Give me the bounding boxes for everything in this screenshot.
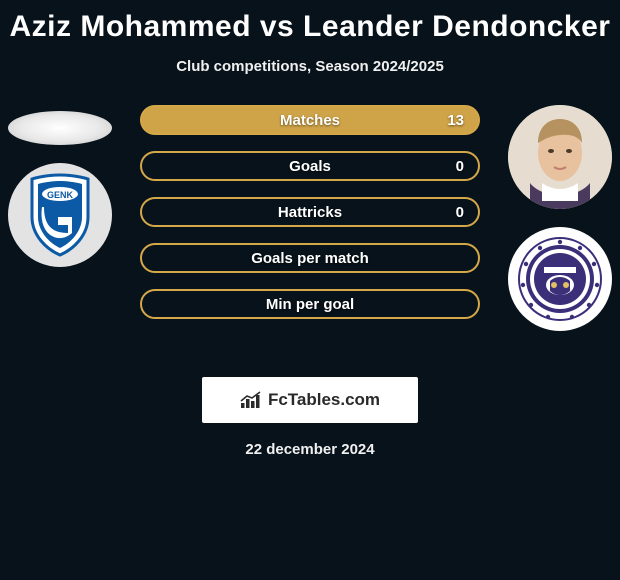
stat-label: Min per goal <box>266 296 354 313</box>
stat-bar: Goals per match <box>140 243 480 273</box>
left-player-column: GENK <box>0 105 120 267</box>
right-player-avatar <box>508 105 612 209</box>
stat-value-right: 13 <box>447 112 464 129</box>
right-player-column <box>500 105 620 331</box>
date-text: 22 december 2024 <box>0 441 620 458</box>
stat-bar: Min per goal <box>140 289 480 319</box>
left-club-logo: GENK <box>8 163 112 267</box>
stat-bars: Matches 13 Goals 0 Hattricks 0 Goals per match… <box>140 105 480 335</box>
brand-text: FcTables.com <box>268 390 380 410</box>
stat-label: Goals per match <box>251 250 369 267</box>
stat-bar: Hattricks 0 <box>140 197 480 227</box>
stat-value-right: 0 <box>456 204 464 221</box>
brand-badge: FcTables.com <box>202 377 418 423</box>
genk-shield-icon: GENK <box>24 173 96 257</box>
stat-value-right: 0 <box>456 158 464 175</box>
chart-icon <box>240 391 262 409</box>
stat-bar: Goals 0 <box>140 151 480 181</box>
left-player-avatar <box>8 111 112 145</box>
anderlecht-crest-icon <box>518 237 602 321</box>
stat-label: Goals <box>289 158 331 175</box>
player-face-icon <box>508 105 612 209</box>
page-title: Aziz Mohammed vs Leander Dendoncker <box>0 0 620 44</box>
comparison-content: GENK <box>0 105 620 365</box>
stat-label: Hattricks <box>278 204 342 221</box>
genk-text: GENK <box>47 190 74 200</box>
subtitle: Club competitions, Season 2024/2025 <box>0 58 620 75</box>
right-club-logo <box>508 227 612 331</box>
stat-bar: Matches 13 <box>140 105 480 135</box>
stat-label: Matches <box>280 112 340 129</box>
